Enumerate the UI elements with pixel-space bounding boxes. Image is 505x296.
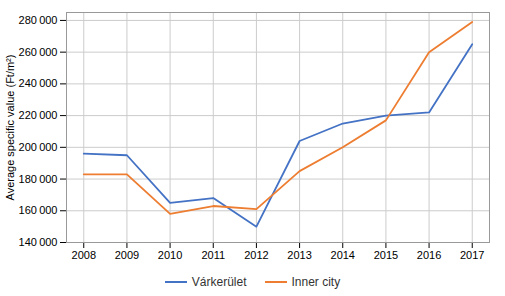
html-text:Inner city: Inner city <box>291 275 341 289</box>
svg-text:2012: 2012 <box>244 249 268 261</box>
svg-text:200 000: 200 000 <box>19 141 58 153</box>
svg-text:2014: 2014 <box>331 249 355 261</box>
svg-text:260 000: 260 000 <box>19 46 58 58</box>
svg-text:160 000: 160 000 <box>19 204 58 216</box>
svg-text:Average specific value (Ft/m²): Average specific value (Ft/m²) <box>4 55 16 201</box>
svg-text:2010: 2010 <box>158 249 182 261</box>
html-text:Várkerület: Várkerület <box>191 275 247 289</box>
svg-text:280 000: 280 000 <box>19 14 58 26</box>
svg-text:140 000: 140 000 <box>19 236 58 248</box>
svg-text:2015: 2015 <box>374 249 398 261</box>
svg-text:2011: 2011 <box>201 249 225 261</box>
svg-text:220 000: 220 000 <box>19 109 58 121</box>
svg-text:2009: 2009 <box>115 249 139 261</box>
svg-text:2017: 2017 <box>460 249 484 261</box>
svg-text:2016: 2016 <box>417 249 441 261</box>
svg-text:2013: 2013 <box>287 249 311 261</box>
svg-text:180 000: 180 000 <box>19 173 58 185</box>
svg-text:2008: 2008 <box>72 249 96 261</box>
svg-text:240 000: 240 000 <box>19 77 58 89</box>
